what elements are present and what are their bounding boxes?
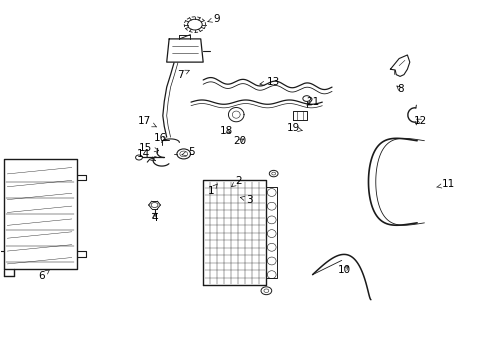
Text: 19: 19	[286, 123, 302, 133]
Text: 11: 11	[436, 179, 454, 189]
Text: 8: 8	[396, 84, 403, 94]
Text: 15: 15	[139, 143, 158, 153]
Text: 2: 2	[231, 176, 242, 187]
Text: 10: 10	[337, 265, 350, 275]
Text: 20: 20	[233, 136, 245, 147]
Text: 6: 6	[38, 270, 49, 282]
Text: 9: 9	[207, 14, 220, 23]
Text: 5: 5	[182, 148, 194, 157]
Text: 17: 17	[138, 116, 157, 127]
Text: 18: 18	[219, 126, 232, 136]
Text: 12: 12	[413, 116, 426, 126]
Text: 14: 14	[137, 149, 155, 161]
Text: 4: 4	[151, 212, 158, 222]
Text: 7: 7	[177, 69, 189, 80]
Text: 21: 21	[305, 97, 319, 107]
Text: 1: 1	[208, 184, 217, 196]
Text: 16: 16	[154, 133, 167, 143]
Text: 3: 3	[240, 195, 252, 204]
Text: 13: 13	[259, 77, 280, 87]
